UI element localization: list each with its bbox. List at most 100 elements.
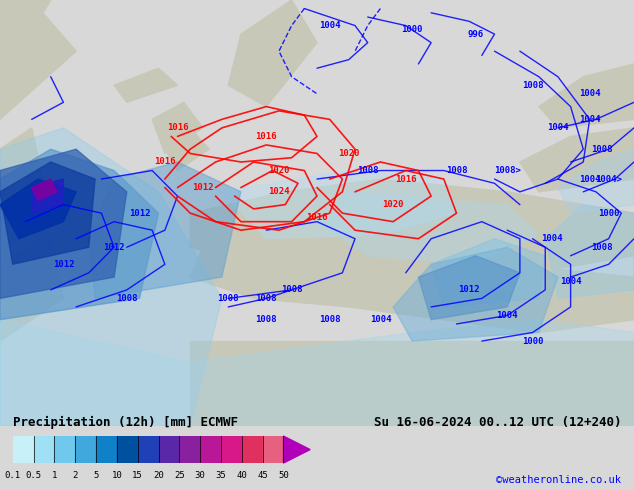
- Text: 1: 1: [51, 471, 57, 480]
- Text: 1012: 1012: [192, 183, 214, 192]
- Bar: [242, 436, 262, 463]
- Text: 1012: 1012: [458, 285, 480, 294]
- Polygon shape: [222, 171, 456, 239]
- Text: 1004: 1004: [541, 234, 562, 243]
- Text: 1012: 1012: [103, 243, 125, 252]
- Text: 1024: 1024: [268, 187, 290, 196]
- Polygon shape: [152, 102, 203, 153]
- Bar: [158, 436, 179, 463]
- Text: 1016: 1016: [154, 157, 176, 167]
- Text: 1016: 1016: [395, 174, 417, 184]
- Text: 1004: 1004: [319, 21, 340, 30]
- Text: 1020: 1020: [382, 200, 404, 209]
- Polygon shape: [32, 179, 63, 213]
- Polygon shape: [0, 149, 127, 298]
- Text: 1004>: 1004>: [595, 174, 622, 184]
- Text: 1008: 1008: [522, 81, 543, 90]
- Text: 1008: 1008: [281, 285, 302, 294]
- Text: 1008: 1008: [319, 315, 340, 324]
- Bar: [117, 436, 138, 463]
- Text: 30: 30: [195, 471, 205, 480]
- Polygon shape: [0, 0, 51, 85]
- Bar: [34, 436, 55, 463]
- Text: Precipitation (12h) [mm] ECMWF: Precipitation (12h) [mm] ECMWF: [13, 416, 238, 429]
- Bar: [13, 436, 34, 463]
- Text: 1000: 1000: [522, 337, 543, 345]
- Text: 1004: 1004: [370, 315, 391, 324]
- Text: 1008: 1008: [256, 294, 277, 303]
- Polygon shape: [190, 234, 634, 333]
- Text: 20: 20: [153, 471, 164, 480]
- Polygon shape: [0, 162, 95, 264]
- Text: 5: 5: [93, 471, 99, 480]
- Text: 1004: 1004: [547, 123, 569, 132]
- Text: 1004: 1004: [579, 174, 600, 184]
- Text: 1004: 1004: [579, 89, 600, 98]
- Polygon shape: [418, 256, 520, 319]
- Text: 1000: 1000: [401, 25, 423, 34]
- Bar: [138, 436, 158, 463]
- Polygon shape: [520, 128, 634, 192]
- Polygon shape: [431, 239, 545, 307]
- Text: 35: 35: [216, 471, 226, 480]
- Text: 1012: 1012: [53, 260, 74, 269]
- Text: 1008: 1008: [357, 166, 378, 175]
- Polygon shape: [539, 64, 634, 128]
- Text: 1008: 1008: [256, 315, 277, 324]
- Bar: [200, 436, 221, 463]
- Text: 10: 10: [112, 471, 122, 480]
- Polygon shape: [283, 436, 310, 463]
- Text: 0.5: 0.5: [25, 471, 42, 480]
- Polygon shape: [0, 128, 51, 256]
- Bar: [96, 436, 117, 463]
- Text: Su 16-06-2024 00..12 UTC (12+240): Su 16-06-2024 00..12 UTC (12+240): [374, 416, 621, 429]
- Polygon shape: [32, 179, 57, 200]
- Text: 1008: 1008: [217, 294, 239, 303]
- Text: 1008: 1008: [592, 145, 613, 154]
- Text: 15: 15: [133, 471, 143, 480]
- Text: 1016: 1016: [167, 123, 188, 132]
- Polygon shape: [114, 68, 178, 102]
- Text: 25: 25: [174, 471, 184, 480]
- Text: 1008: 1008: [592, 243, 613, 252]
- Polygon shape: [0, 0, 76, 120]
- Text: 1020: 1020: [268, 166, 290, 175]
- Text: 1000: 1000: [598, 209, 619, 218]
- Polygon shape: [0, 179, 76, 239]
- Text: 0.1: 0.1: [4, 471, 21, 480]
- Text: 50: 50: [278, 471, 289, 480]
- Polygon shape: [317, 192, 539, 264]
- Text: ©weatheronline.co.uk: ©weatheronline.co.uk: [496, 475, 621, 485]
- Text: 1008: 1008: [446, 166, 467, 175]
- Text: 1016: 1016: [256, 132, 277, 141]
- Text: 45: 45: [257, 471, 268, 480]
- Text: 1008>: 1008>: [494, 166, 521, 175]
- Text: 996: 996: [467, 29, 484, 39]
- Text: 1016: 1016: [306, 213, 328, 222]
- Text: 2: 2: [72, 471, 78, 480]
- Polygon shape: [0, 128, 222, 426]
- Text: 1012: 1012: [129, 209, 150, 218]
- Text: 1008: 1008: [116, 294, 138, 303]
- Polygon shape: [89, 162, 241, 298]
- Bar: [221, 436, 242, 463]
- Text: 1004: 1004: [496, 311, 518, 320]
- Bar: [55, 436, 75, 463]
- Text: 1004: 1004: [560, 277, 581, 286]
- Text: 1020: 1020: [338, 149, 359, 158]
- Bar: [262, 436, 283, 463]
- Bar: [179, 436, 200, 463]
- Polygon shape: [558, 149, 634, 213]
- Polygon shape: [228, 0, 317, 106]
- Polygon shape: [165, 128, 209, 171]
- Polygon shape: [190, 341, 634, 426]
- Polygon shape: [0, 234, 63, 341]
- Polygon shape: [190, 179, 634, 277]
- Polygon shape: [0, 149, 158, 319]
- Bar: [75, 436, 96, 463]
- Text: 1004: 1004: [579, 115, 600, 124]
- Polygon shape: [393, 247, 558, 341]
- Polygon shape: [0, 319, 634, 426]
- Text: 40: 40: [236, 471, 247, 480]
- Polygon shape: [545, 205, 634, 298]
